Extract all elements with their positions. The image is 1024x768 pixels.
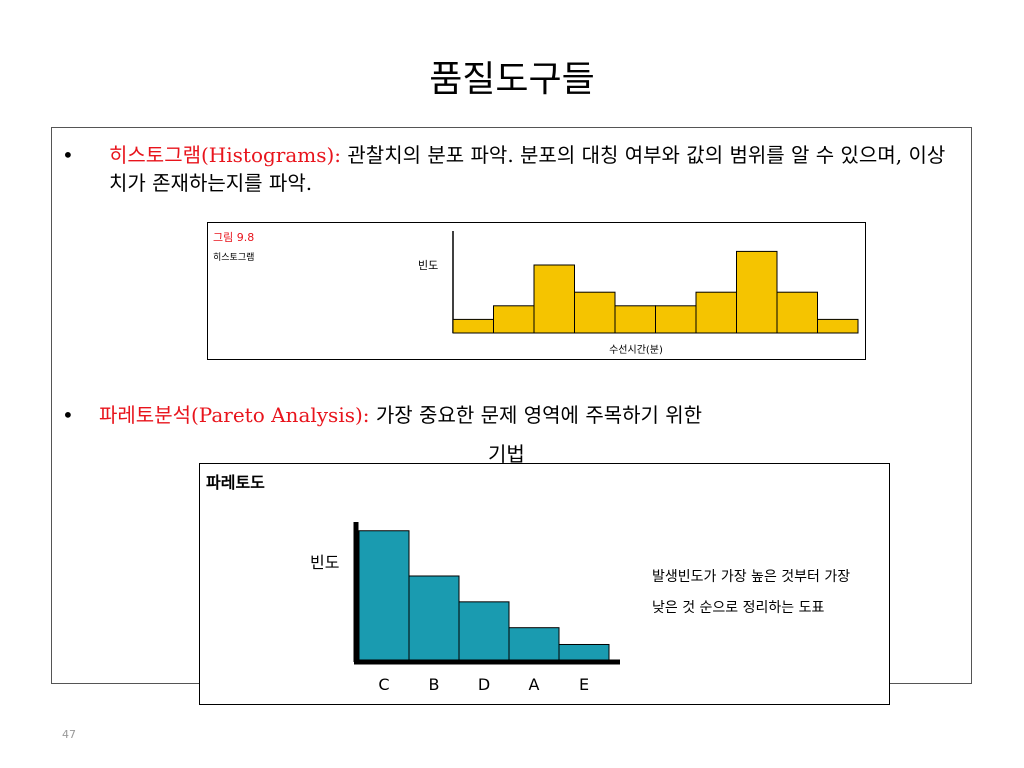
pareto-tick-label: C xyxy=(378,675,389,694)
pareto-tick-label: D xyxy=(478,675,490,694)
bullet-continuation: 기법 xyxy=(488,440,525,468)
bullet-description: 관찰치의 분포 파악. 분포의 대칭 여부와 값의 범위를 알 수 있으며, 이… xyxy=(109,143,946,195)
pareto-bar xyxy=(558,643,610,661)
pareto-ylabel: 빈도 xyxy=(310,553,339,572)
histogram-xlabel: 수선시간(분) xyxy=(609,344,663,356)
pareto-bars xyxy=(358,530,610,661)
pareto-bar xyxy=(358,530,410,661)
pareto-title: 파레토도 xyxy=(206,473,265,492)
pareto-chart: 파레토도 빈도 C B D A E 발생빈도가 가장 높은 것부터 가장 낮은 것 순으… xyxy=(206,473,850,694)
histogram-bar xyxy=(695,291,737,334)
pareto-description-line2: 낮은 것 순으로 정리하는 도표 xyxy=(652,600,824,616)
figure-title: 히스토그램 xyxy=(213,251,254,263)
histogram-bar xyxy=(817,318,859,334)
histogram-bar xyxy=(614,305,656,334)
bullet-dot: • xyxy=(62,403,74,427)
histogram-bar xyxy=(776,291,818,334)
pareto-bar xyxy=(508,627,560,661)
pareto-tick-label: E xyxy=(579,675,589,694)
histogram-chart: 그림 9.8 히스토그램 빈도 수선시간(분) xyxy=(213,231,859,356)
histogram-bars xyxy=(452,250,859,334)
pareto-description-line1: 발생빈도가 가장 높은 것부터 가장 xyxy=(652,569,850,585)
pareto-tick-label: A xyxy=(529,675,540,694)
bullet-continuation-text: 기법 xyxy=(488,442,525,466)
histogram-figure: 그림 9.8 히스토그램 빈도 수선시간(분) xyxy=(207,222,866,360)
histogram-bar xyxy=(574,291,616,334)
bullet-dot: • xyxy=(62,143,74,167)
bullet-term: 히스토그램(Histograms): xyxy=(109,143,342,167)
histogram-bar xyxy=(493,305,535,334)
slide-title: 품질도구들 xyxy=(429,59,595,100)
pareto-tick-label: B xyxy=(429,675,440,694)
histogram-bar xyxy=(533,264,575,334)
histogram-bar xyxy=(452,318,494,334)
figure-label: 그림 9.8 xyxy=(213,231,254,244)
histogram-bar xyxy=(736,250,778,334)
pareto-figure: 파레토도 빈도 C B D A E 발생빈도가 가장 높은 것부터 가장 낮은 것 순으… xyxy=(199,463,890,705)
bullet-text: 히스토그램(Histograms): 관찰치의 분포 파악. 분포의 대칭 여부… xyxy=(109,141,959,197)
pareto-bar xyxy=(458,601,510,661)
histogram-bar xyxy=(655,305,697,334)
histogram-ylabel: 빈도 xyxy=(418,259,438,272)
bullet-term: 파레토분석(Pareto Analysis): xyxy=(99,403,370,427)
pareto-bar xyxy=(408,575,460,661)
bullet-description: 가장 중요한 문제 영역에 주목하기 위한 xyxy=(369,403,703,427)
bullet-text: 파레토분석(Pareto Analysis): 가장 중요한 문제 영역에 주목… xyxy=(99,401,939,429)
page-number: 47 xyxy=(62,728,76,741)
